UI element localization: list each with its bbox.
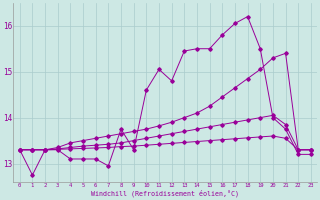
X-axis label: Windchill (Refroidissement éolien,°C): Windchill (Refroidissement éolien,°C) — [91, 190, 239, 197]
